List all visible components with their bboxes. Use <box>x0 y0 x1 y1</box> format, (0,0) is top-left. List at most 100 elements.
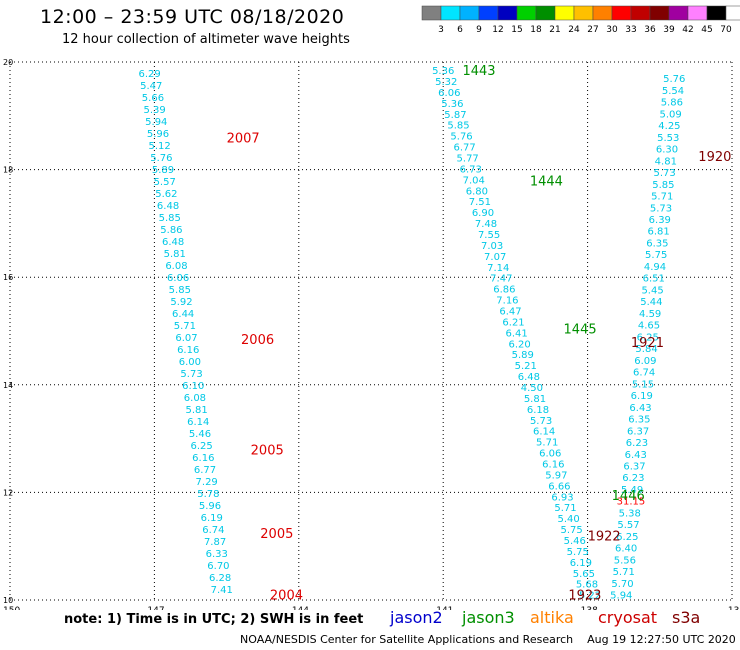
wave-height-value: 6.48 <box>518 372 540 383</box>
wave-height-value: 5.53 <box>657 133 679 144</box>
wave-height-value: 5.73 <box>530 416 552 427</box>
wave-height-value: 6.39 <box>649 215 671 226</box>
wave-height-value: 6.74 <box>633 368 655 379</box>
wave-height-value: 6.77 <box>194 465 216 476</box>
wave-height-value: 5.96 <box>199 501 221 512</box>
wave-height-value: 5.84 <box>635 344 657 355</box>
wave-height-value: 6.51 <box>643 274 665 285</box>
y-tick-label: 10 <box>3 596 13 605</box>
wave-height-value: 5.57 <box>154 177 176 188</box>
wave-height-value: 6.73 <box>460 164 482 175</box>
wave-height-value: 31.15 <box>617 497 646 508</box>
colorbar-level: 18 <box>530 25 542 35</box>
pass-time-label: 1446 <box>612 489 645 504</box>
pass-time-label: 2005 <box>260 527 293 542</box>
wave-height-value: 6.28 <box>209 573 231 584</box>
wave-height-value: 5.76 <box>663 74 685 85</box>
colorbar-level: 36 <box>644 25 656 35</box>
wave-height-value: 5.66 <box>142 93 164 104</box>
wave-height-value: 5.87 <box>444 110 466 121</box>
wave-height-value: 5.86 <box>160 225 182 236</box>
wave-height-value: 6.14 <box>187 417 209 428</box>
x-tick-label: -147 <box>144 606 164 610</box>
wave-height-value: 5.44 <box>640 297 662 308</box>
wave-height-value: 7.55 <box>478 230 500 241</box>
wave-height-value: 5.75 <box>567 547 589 558</box>
wave-height-value: 5.92 <box>170 297 192 308</box>
wave-height-value: 7.51 <box>469 197 491 208</box>
wave-height-value: 5.97 <box>545 470 567 481</box>
x-tick-label: -13 <box>725 606 740 610</box>
wave-height-value: 5.89 <box>512 350 534 361</box>
wave-height-value: 5.73 <box>180 369 202 380</box>
wave-height-value: 6.25 <box>191 441 213 452</box>
colorbar-level: 39 <box>663 25 675 35</box>
wave-height-value: 6.66 <box>548 481 570 492</box>
colorbar-level: 21 <box>549 25 560 35</box>
credit-text: NOAA/NESDIS Center for Satellite Applica… <box>240 633 574 646</box>
x-tick-label: -141 <box>433 606 453 610</box>
wave-height-value: 6.08 <box>184 393 206 404</box>
x-tick-label: -144 <box>289 606 310 610</box>
wave-height-value: 6.41 <box>505 328 527 339</box>
pass-time-label: 1923 <box>568 589 601 604</box>
wave-height-value: 5.94 <box>610 591 632 602</box>
wave-height-value: 6.35 <box>646 238 668 249</box>
wave-height-value: 7.41 <box>211 585 233 596</box>
colorbar-level: 33 <box>625 25 636 35</box>
colorbar-level: 6 <box>457 25 463 35</box>
wave-height-value: 6.37 <box>627 426 649 437</box>
wave-height-value: 5.70 <box>611 579 633 590</box>
wave-height-value: 5.76 <box>450 132 472 143</box>
colorbar-level: 15 <box>511 25 522 35</box>
wave-height-value: 5.15 <box>632 379 654 390</box>
satellite-s3a: s3a <box>672 608 701 627</box>
wave-height-value: 5.81 <box>164 249 186 260</box>
credit-line: NOAA/NESDIS Center for Satellite Applica… <box>240 633 736 646</box>
wave-height-value: 5.96 <box>147 129 169 140</box>
pass-time-label: 2007 <box>227 131 260 146</box>
wave-height-value: 5.73 <box>650 203 672 214</box>
pass-time-label: 2005 <box>251 443 284 458</box>
wave-height-value: 5.45 <box>641 285 663 296</box>
colorbar-level: 9 <box>476 25 482 35</box>
wave-height-value: 5.32 <box>435 77 457 88</box>
pass-time-label: 2006 <box>241 333 274 348</box>
wave-height-value: 5.71 <box>613 567 635 578</box>
pass-time-label: 1445 <box>564 322 597 337</box>
wave-height-value: 5.54 <box>662 86 684 97</box>
wave-height-value: 6.06 <box>167 273 189 284</box>
y-tick-label: 14 <box>3 381 13 390</box>
wave-height-value: 6.07 <box>175 333 197 344</box>
wave-height-value: 6.18 <box>527 405 549 416</box>
wave-height-value: 5.46 <box>564 536 586 547</box>
wave-height-value: 4.50 <box>521 383 543 394</box>
satellite-jason2: jason2 <box>390 608 443 627</box>
wave-height-value: 6.20 <box>509 339 531 350</box>
wave-height-value: 5.12 <box>149 141 171 152</box>
wave-height-value: 5.71 <box>554 503 576 514</box>
wave-height-value: 6.25 <box>616 532 638 543</box>
wave-height-value: 6.81 <box>647 227 669 238</box>
wave-height-value: 5.94 <box>145 117 167 128</box>
wave-height-value: 6.14 <box>533 427 555 438</box>
wave-height-value: 5.89 <box>152 165 174 176</box>
colorbar-swatch <box>725 5 740 21</box>
wave-height-value: 6.23 <box>622 473 644 484</box>
wave-height-value: 6.70 <box>207 561 229 572</box>
wave-height-value: 7.47 <box>490 274 512 285</box>
wave-height-value: 5.85 <box>652 180 674 191</box>
wave-height-value: 6.16 <box>177 345 199 356</box>
wave-height-value: 6.06 <box>438 88 460 99</box>
wave-height-value: 5.40 <box>557 514 579 525</box>
wave-height-value: 5.57 <box>617 520 639 531</box>
wave-height-value: 6.08 <box>165 261 187 272</box>
wave-height-value: 4.25 <box>658 121 680 132</box>
satellite-cryosat: cryosat <box>598 608 658 627</box>
wave-height-value: 5.22 <box>579 591 601 602</box>
colorbar-level: 42 <box>682 25 693 35</box>
pass-time-label: 2004 <box>270 589 303 604</box>
wave-height-value: 5.85 <box>159 213 181 224</box>
footnote: note: 1) Time is in UTC; 2) SWH is in fe… <box>64 612 364 627</box>
